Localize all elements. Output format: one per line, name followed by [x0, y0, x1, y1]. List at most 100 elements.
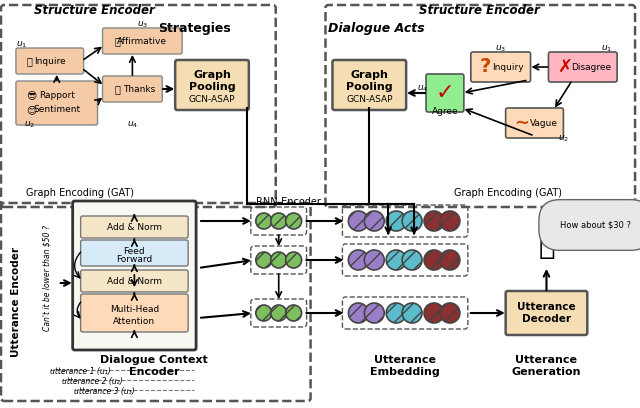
Text: Add & Norm: Add & Norm [107, 222, 162, 231]
Text: $u_3$: $u_3$ [137, 19, 148, 29]
FancyBboxPatch shape [506, 108, 563, 138]
Text: Vague: Vague [529, 118, 557, 127]
Circle shape [424, 211, 444, 231]
Circle shape [364, 303, 384, 323]
Text: $u_1$: $u_1$ [600, 43, 612, 53]
Text: ∼: ∼ [514, 114, 529, 132]
Text: utterance 2 (u₂): utterance 2 (u₂) [61, 377, 122, 386]
Text: Utterance Encoder: Utterance Encoder [11, 247, 21, 357]
Circle shape [386, 211, 406, 231]
FancyBboxPatch shape [81, 294, 188, 332]
Circle shape [348, 211, 368, 231]
Text: Forward: Forward [116, 255, 152, 264]
Text: ?: ? [480, 58, 492, 77]
Text: Strategies: Strategies [157, 22, 230, 35]
FancyBboxPatch shape [102, 28, 182, 54]
Circle shape [364, 211, 384, 231]
Text: ✓: ✓ [436, 83, 454, 103]
FancyBboxPatch shape [16, 81, 97, 125]
Circle shape [348, 250, 368, 270]
Text: Can't it be lower than $50 ?: Can't it be lower than $50 ? [42, 225, 51, 331]
Circle shape [256, 252, 272, 268]
Text: Feed: Feed [124, 246, 145, 255]
Text: ✗: ✗ [558, 58, 573, 76]
Text: utterance 3 (u₃): utterance 3 (u₃) [74, 387, 134, 396]
Circle shape [386, 250, 406, 270]
Text: Graph Encoding (GAT): Graph Encoding (GAT) [26, 188, 134, 198]
Text: Pooling: Pooling [346, 82, 392, 92]
Circle shape [440, 211, 460, 231]
Text: Utterance
Generation: Utterance Generation [512, 355, 581, 377]
Text: 😎: 😎 [26, 90, 36, 100]
Text: Structure Encoder: Structure Encoder [34, 4, 155, 17]
Text: Decoder: Decoder [522, 314, 571, 324]
Circle shape [440, 303, 460, 323]
Text: How about $30 ?: How about $30 ? [560, 220, 631, 229]
Circle shape [256, 213, 272, 229]
Text: 😊: 😊 [26, 105, 36, 115]
Circle shape [424, 303, 444, 323]
Text: Sentiment: Sentiment [33, 106, 80, 115]
Text: Dialogue Acts: Dialogue Acts [328, 22, 424, 35]
FancyBboxPatch shape [81, 270, 188, 292]
FancyBboxPatch shape [81, 216, 188, 238]
Circle shape [364, 250, 384, 270]
Circle shape [256, 305, 272, 321]
Circle shape [271, 305, 287, 321]
Text: $u_2$: $u_2$ [24, 120, 35, 131]
Text: 🙂: 🙂 [115, 84, 120, 94]
FancyBboxPatch shape [16, 48, 84, 74]
Text: Inquiry: Inquiry [492, 62, 524, 71]
Text: Attention: Attention [113, 317, 156, 326]
Text: RNN-Encoder: RNN-Encoder [256, 197, 321, 207]
FancyBboxPatch shape [332, 60, 406, 110]
Text: Utterance: Utterance [517, 302, 576, 312]
Text: Disagree: Disagree [571, 62, 611, 71]
Text: Add & Norm: Add & Norm [107, 277, 162, 286]
Circle shape [285, 213, 301, 229]
Text: $u_4$: $u_4$ [417, 83, 428, 93]
Text: Dialogue Context
Encoder: Dialogue Context Encoder [100, 355, 208, 377]
Circle shape [271, 213, 287, 229]
Circle shape [440, 250, 460, 270]
Text: Structure Encoder: Structure Encoder [419, 4, 540, 17]
Text: $u_4$: $u_4$ [127, 120, 138, 131]
Text: Agree: Agree [431, 107, 458, 116]
Circle shape [348, 303, 368, 323]
Text: $u_3$: $u_3$ [495, 43, 506, 53]
FancyBboxPatch shape [548, 52, 617, 82]
Text: Rapport: Rapport [39, 91, 75, 100]
Text: $u_1$: $u_1$ [16, 39, 28, 49]
Text: Affirmative: Affirmative [117, 36, 167, 46]
Text: 🙂: 🙂 [27, 56, 33, 66]
Text: Pooling: Pooling [189, 82, 236, 92]
Circle shape [285, 252, 301, 268]
Circle shape [285, 305, 301, 321]
Circle shape [386, 303, 406, 323]
Text: utterance 1 (u₁): utterance 1 (u₁) [50, 367, 111, 376]
Circle shape [402, 250, 422, 270]
Circle shape [271, 252, 287, 268]
Text: Multi-Head: Multi-Head [109, 306, 159, 315]
Text: Graph: Graph [193, 70, 231, 80]
FancyBboxPatch shape [175, 60, 249, 110]
FancyBboxPatch shape [471, 52, 531, 82]
FancyBboxPatch shape [81, 240, 188, 266]
Text: Inquire: Inquire [34, 56, 65, 66]
Text: 🙂: 🙂 [115, 36, 120, 46]
Text: 🤖: 🤖 [538, 232, 555, 260]
Circle shape [424, 250, 444, 270]
Text: $u_2$: $u_2$ [558, 133, 569, 144]
Text: GCN-ASAP: GCN-ASAP [346, 95, 392, 104]
Circle shape [402, 303, 422, 323]
Text: GCN-ASAP: GCN-ASAP [189, 95, 236, 104]
Text: Utterance
Embedding: Utterance Embedding [371, 355, 440, 377]
Text: Graph: Graph [350, 70, 388, 80]
Circle shape [402, 211, 422, 231]
Text: Graph Encoding (GAT): Graph Encoding (GAT) [454, 188, 562, 198]
FancyBboxPatch shape [506, 291, 588, 335]
FancyBboxPatch shape [73, 201, 196, 350]
Text: Thanks: Thanks [124, 84, 156, 93]
FancyBboxPatch shape [426, 74, 464, 112]
FancyBboxPatch shape [102, 76, 163, 102]
